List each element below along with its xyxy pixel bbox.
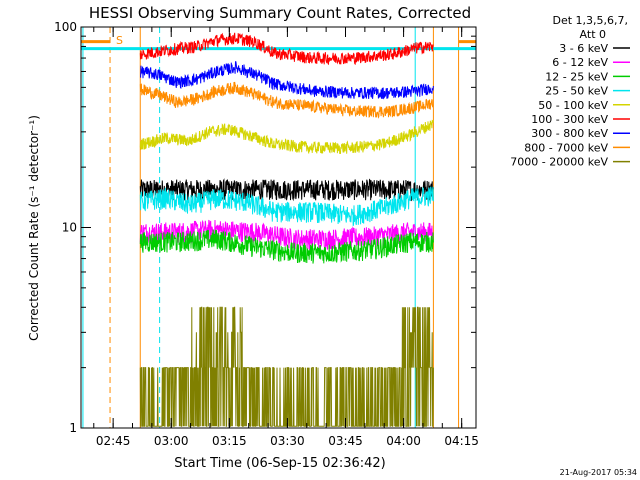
x-tick-label: 04:15 (444, 434, 479, 448)
series-line-7 (139, 81, 434, 119)
series-line-6 (139, 61, 434, 100)
x-tick-label: 03:15 (212, 434, 247, 448)
series-layer (139, 32, 434, 427)
legend-label: 800 - 7000 keV (524, 141, 608, 154)
legend-label: 6 - 12 keV (552, 56, 608, 69)
legend-label: 50 - 100 keV (538, 99, 608, 112)
series-line-0 (139, 178, 434, 202)
legend-header-line-2: Att 0 (580, 28, 606, 41)
legend-label: 12 - 25 keV (545, 70, 608, 83)
y-axis-ticks: 1 10 100 (54, 20, 476, 435)
x-tick-label: 03:30 (270, 434, 305, 448)
series-line-5 (139, 32, 434, 66)
x-tick-label: 04:00 (386, 434, 421, 448)
legend-label: 3 - 6 keV (559, 42, 608, 55)
series-line-8 (139, 306, 434, 427)
x-axis-label: Start Time (06-Sep-15 02:36:42) (174, 456, 385, 471)
y-tick-label: 1 (69, 421, 77, 435)
x-tick-label: 02:45 (96, 434, 131, 448)
legend-header-line-1: Det 1,3,5,6,7, (552, 14, 628, 27)
x-tick-label: 03:45 (328, 434, 363, 448)
series-line-2 (139, 229, 434, 264)
footer-date: 21-Aug-2017 05:34 (560, 468, 637, 477)
x-axis-ticks: 02:45 03:00 03:15 03:30 03:45 04:00 04:15 (93, 27, 479, 448)
legend-label: 25 - 50 keV (545, 85, 608, 98)
attenuator-band (81, 40, 476, 51)
series-line-4 (139, 119, 434, 155)
legend-label: 300 - 800 keV (531, 127, 608, 140)
flag-label: S (116, 34, 123, 47)
y-axis-label: Corrected Count Rate (s⁻¹ detector⁻¹) (27, 115, 41, 341)
y-tick-label: 10 (62, 221, 77, 235)
y-tick-label: 100 (54, 20, 77, 34)
series-line-3 (139, 186, 434, 226)
legend-label: 7000 - 20000 keV (510, 156, 608, 169)
chart-title: HESSI Observing Summary Count Rates, Cor… (89, 4, 471, 22)
x-tick-label: 03:00 (154, 434, 189, 448)
legend-label: 100 - 300 keV (531, 113, 608, 126)
